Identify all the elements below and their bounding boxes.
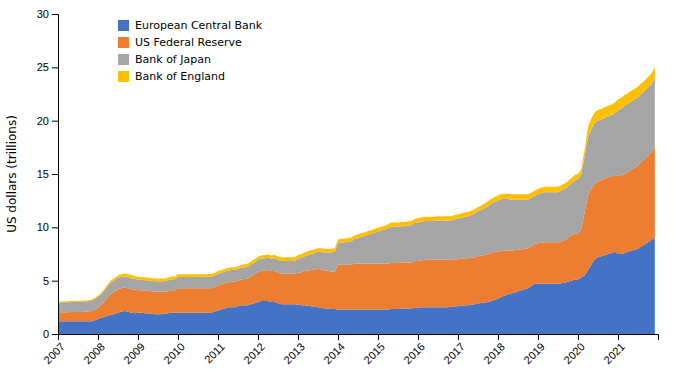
legend-item: US Federal Reserve — [118, 36, 242, 49]
tick: 2021 — [601, 334, 627, 366]
tick: 2013 — [281, 334, 307, 366]
legend-item: Bank of Japan — [118, 53, 211, 66]
tick: 2015 — [361, 334, 387, 366]
legend-label: Bank of England — [135, 70, 225, 83]
tick-mark — [338, 334, 339, 340]
stacked-area — [58, 78, 655, 312]
tick-mark — [298, 334, 299, 340]
tick-label: 5 — [43, 275, 49, 287]
tick-label: 2015 — [361, 340, 387, 366]
tick-label: 2021 — [601, 340, 627, 366]
y-axis: 0 5 10 15 20 25 30 — [37, 8, 59, 340]
tick-mark — [52, 174, 58, 175]
tick: 0 — [43, 328, 58, 340]
axis-domain — [59, 335, 659, 341]
tick-mark — [52, 281, 58, 282]
tick: 2019 — [521, 334, 547, 366]
tick-mark — [52, 227, 58, 228]
tick-mark — [618, 334, 619, 340]
axis-domain — [52, 15, 59, 335]
tick-mark — [418, 334, 419, 340]
tick-label: 2017 — [441, 340, 467, 366]
tick-label: 25 — [37, 61, 49, 73]
tick: 30 — [37, 8, 58, 20]
tick: 2014 — [321, 334, 347, 366]
tick-mark — [98, 334, 99, 340]
stacked-area — [58, 67, 655, 302]
tick-label: 2008 — [81, 340, 107, 366]
tick-mark — [498, 334, 499, 340]
x-axis: 2007 2008 2009 2010 2011 2012 2013 2014 2015 2016… — [41, 334, 658, 366]
tick-mark — [538, 334, 539, 340]
legend-swatch — [118, 37, 129, 48]
legend-item: Bank of England — [118, 70, 225, 83]
tick: 2016 — [401, 334, 427, 366]
tick: 2017 — [441, 334, 467, 366]
tick: 2018 — [481, 334, 507, 366]
legend-label: Bank of Japan — [135, 53, 211, 66]
chart: 2007200820092010201120122013201420152016… — [0, 0, 680, 386]
tick-label: 10 — [37, 221, 49, 233]
tick-label: 2012 — [241, 340, 267, 366]
tick-mark — [52, 14, 58, 15]
plot: 2007200820092010201120122013201420152016… — [37, 8, 659, 366]
tick-label: 15 — [37, 168, 49, 180]
legend-label: US Federal Reserve — [135, 36, 242, 49]
tick: 5 — [43, 275, 58, 287]
tick: 2009 — [121, 334, 147, 366]
tick-mark — [178, 334, 179, 340]
tick-mark — [258, 334, 259, 340]
tick-mark — [138, 334, 139, 340]
tick: 15 — [37, 168, 58, 180]
areas — [58, 67, 655, 334]
tick-mark — [218, 334, 219, 340]
legend-item: European Central Bank — [118, 19, 263, 32]
tick: 2011 — [202, 334, 227, 366]
tick-label: 2016 — [401, 340, 427, 366]
tick-label: 2014 — [321, 340, 347, 366]
tick-label: 2011 — [202, 340, 227, 365]
legend: European Central Bank US Federal Reserve B… — [118, 19, 263, 83]
tick: 2010 — [161, 334, 187, 366]
tick-mark — [52, 67, 58, 68]
tick-label: 0 — [43, 328, 49, 340]
tick-label: 2013 — [281, 340, 307, 366]
tick: 2008 — [81, 334, 107, 366]
tick-mark — [52, 334, 58, 335]
tick: 20 — [37, 115, 58, 127]
tick-label: 2009 — [121, 340, 147, 366]
legend-swatch — [118, 20, 129, 31]
tick-mark — [458, 334, 459, 340]
legend-swatch — [118, 71, 129, 82]
tick-label: 2020 — [561, 340, 587, 366]
tick-label: 30 — [37, 8, 49, 20]
tick-mark — [378, 334, 379, 340]
tick-mark — [578, 334, 579, 340]
tick: 10 — [37, 221, 58, 233]
tick-mark — [52, 121, 58, 122]
tick-label: 2019 — [521, 340, 547, 366]
tick-label: 2018 — [481, 340, 507, 366]
legend-label: European Central Bank — [135, 19, 263, 32]
tick-label: 2010 — [161, 340, 187, 366]
tick: 2012 — [241, 334, 267, 366]
tick-label: 20 — [37, 115, 49, 127]
tick: 25 — [37, 61, 58, 73]
legend-swatch — [118, 54, 129, 65]
tick-label: 2007 — [41, 340, 67, 366]
y-axis-title: US dollars (trillions) — [5, 115, 19, 233]
tick: 2020 — [561, 334, 587, 366]
